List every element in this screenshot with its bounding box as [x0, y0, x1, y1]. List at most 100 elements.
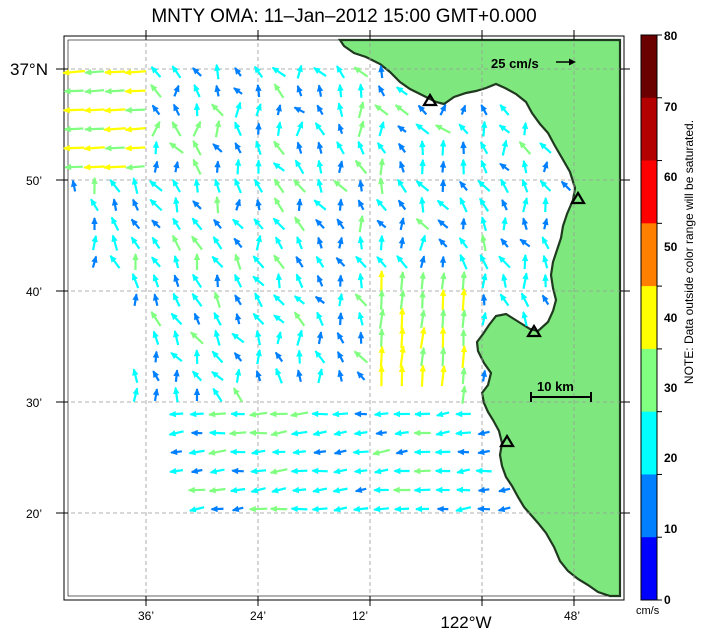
current-vector [124, 144, 146, 152]
current-vector [84, 69, 104, 76]
current-vector [376, 219, 387, 229]
current-vector [173, 330, 180, 346]
current-vector [419, 347, 427, 367]
colorbar-segment [641, 286, 657, 350]
current-vector [233, 352, 243, 362]
current-vector [173, 369, 180, 382]
current-vector [252, 275, 265, 287]
current-vector [255, 348, 262, 365]
current-vector [234, 101, 242, 118]
current-vector [378, 234, 385, 251]
lat-label-20: 20’ [26, 507, 42, 521]
current-vector [109, 255, 121, 269]
current-vector [336, 218, 345, 230]
lon-label-122w: 122°W [440, 613, 491, 632]
current-vector [337, 102, 344, 117]
current-vector [312, 430, 327, 437]
current-vector [255, 122, 262, 135]
current-vector [399, 160, 406, 173]
colorbar-tick-40: 40 [664, 311, 678, 325]
current-vector [501, 199, 508, 211]
current-vector [271, 487, 287, 494]
current-vector [173, 84, 180, 97]
radar-site-1 [422, 92, 438, 107]
current-vector [439, 139, 447, 156]
current-vector [290, 505, 308, 513]
current-vector [90, 198, 99, 212]
current-vector [417, 104, 428, 116]
current-vector [354, 293, 368, 307]
current-vector [235, 312, 242, 325]
current-vector [273, 83, 285, 99]
current-vector [248, 505, 268, 513]
current-vector [419, 196, 426, 213]
current-vector [393, 505, 410, 513]
current-vector [399, 289, 406, 310]
current-vector [415, 217, 430, 231]
current-vector [395, 86, 408, 96]
current-vector [439, 103, 447, 116]
current-vector [521, 159, 529, 174]
current-vector [193, 178, 201, 193]
current-vector [91, 217, 98, 230]
current-vector [396, 255, 408, 269]
current-vector [378, 364, 385, 387]
current-vector [454, 429, 472, 437]
current-vector [455, 486, 471, 494]
current-vector [353, 429, 368, 437]
lat-label-30: 30’ [26, 396, 42, 410]
current-vector [192, 158, 202, 175]
current-vector [480, 159, 488, 174]
current-vector [234, 294, 242, 306]
current-vector [193, 387, 201, 402]
current-vector [357, 272, 365, 289]
current-vector [214, 160, 221, 173]
current-vector [168, 410, 184, 418]
current-vector [150, 84, 162, 98]
current-vector [378, 289, 385, 310]
current-vector [110, 216, 120, 231]
current-vector [394, 104, 410, 116]
current-vector [152, 388, 160, 402]
current-vector [398, 236, 406, 249]
current-vector [317, 367, 324, 384]
current-vector [398, 307, 406, 330]
lat-label-50: 50’ [26, 174, 42, 188]
current-vector [192, 140, 202, 156]
current-vector [378, 345, 385, 368]
current-vector [173, 386, 180, 403]
frame-ticks [56, 30, 630, 606]
current-vector [460, 141, 467, 155]
current-vector [149, 180, 163, 192]
current-vector [290, 467, 308, 475]
current-vector [293, 179, 306, 193]
colorbar-segment [641, 537, 657, 601]
current-vector [294, 159, 305, 175]
colorbar-segment [641, 97, 657, 161]
current-vector [314, 122, 326, 136]
current-vector [209, 468, 225, 475]
current-vector [419, 140, 426, 156]
current-vector [212, 236, 223, 250]
current-vector [542, 273, 549, 288]
current-vector [419, 309, 427, 328]
lon-label-24: 24’ [250, 609, 266, 623]
current-vector [393, 410, 410, 418]
current-vector [255, 370, 262, 382]
current-vector [103, 68, 126, 76]
current-vector [373, 468, 389, 475]
current-vector [252, 255, 265, 269]
current-vector [150, 311, 162, 327]
current-vector [192, 200, 202, 210]
current-vector [459, 197, 468, 213]
current-vector [173, 160, 180, 173]
current-vector [399, 326, 406, 349]
current-vector [499, 293, 510, 307]
current-vector [316, 84, 324, 97]
colorbar-segment [641, 35, 657, 99]
colorbar-segment [641, 160, 657, 224]
current-vector [477, 505, 491, 513]
current-vector [293, 311, 306, 327]
current-vector [337, 292, 344, 307]
current-vector [63, 87, 84, 95]
